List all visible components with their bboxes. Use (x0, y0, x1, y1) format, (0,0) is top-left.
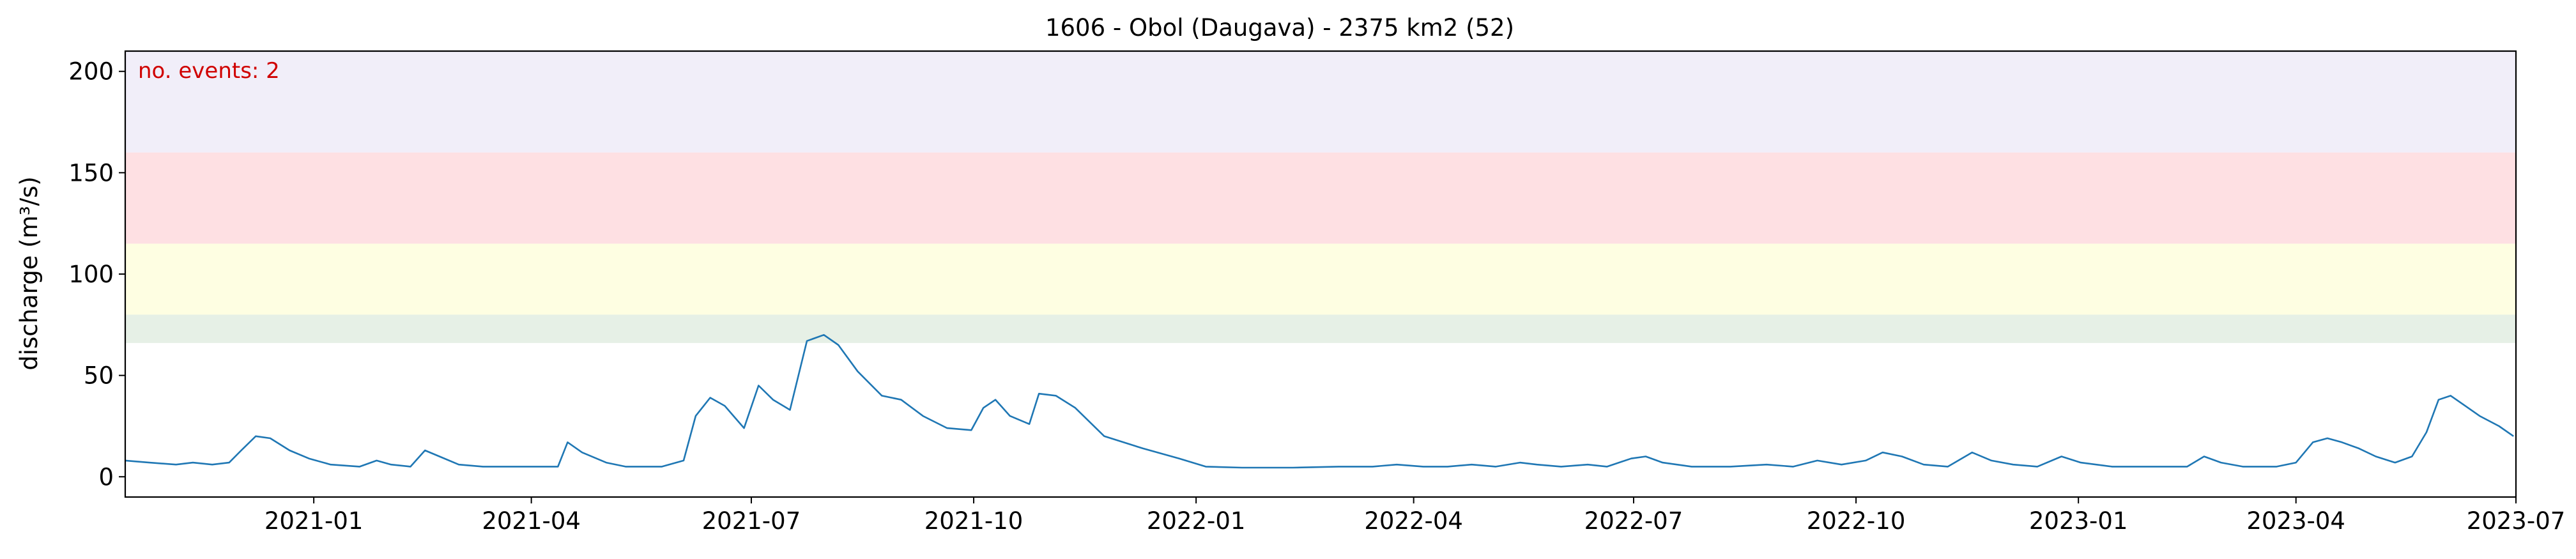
y-tick-label: 50 (84, 362, 114, 390)
y-tick-label: 100 (68, 261, 114, 288)
threshold-band-3 (125, 51, 2516, 153)
threshold-band-2 (125, 152, 2516, 244)
x-tick-label: 2022-07 (1584, 507, 1683, 535)
series-line-0 (125, 333, 2514, 469)
y-tick-label: 150 (68, 159, 114, 187)
events-count-annotation: no. events: 2 (138, 58, 280, 84)
x-tick-label: 2023-01 (2029, 507, 2128, 535)
x-tick-label: 2021-01 (264, 507, 364, 535)
y-axis-label: discharge (m³/s) (15, 176, 43, 371)
y-tick-label: 0 (98, 463, 114, 491)
y-tick-label: 200 (68, 58, 114, 86)
plot-area: 0 50 100 150 200 2021-01 2021-04 2021-07 2021-10… (68, 50, 2566, 535)
threshold-band-0 (125, 314, 2516, 343)
x-tick-label: 2021-04 (482, 507, 581, 535)
x-tick-label: 2022-10 (1807, 507, 1906, 535)
x-tick-label: 2023-04 (2246, 507, 2345, 535)
x-tick-label: 2023-07 (2467, 507, 2566, 535)
x-tick-label: 2022-04 (1364, 507, 1463, 535)
chart-title: 1606 - Obol (Daugava) - 2375 km2 (52) (1045, 14, 1514, 42)
x-tick-label: 2021-07 (702, 507, 801, 535)
x-tick-label: 2021-10 (924, 507, 1023, 535)
threshold-band-1 (125, 243, 2516, 315)
x-tick-label: 2022-01 (1147, 507, 1246, 535)
